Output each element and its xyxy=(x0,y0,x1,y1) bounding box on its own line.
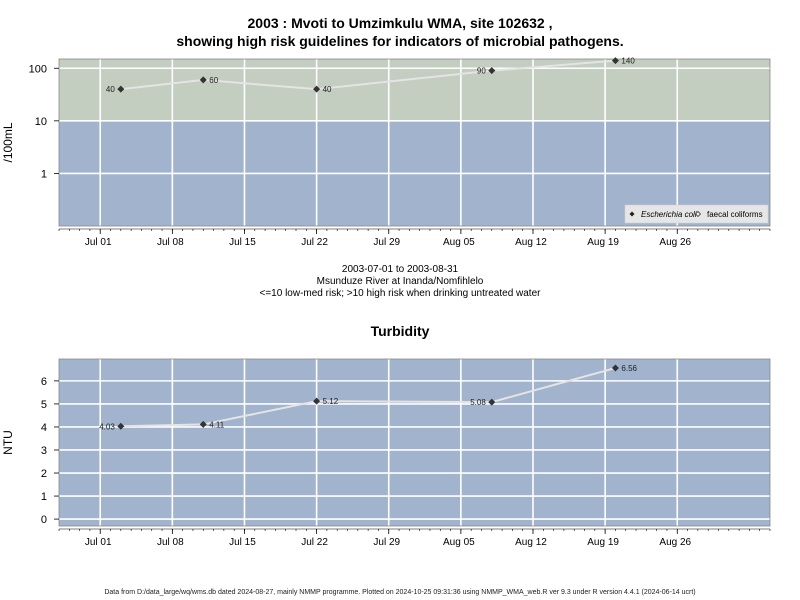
microbial-y-axis-title: /100mL xyxy=(1,122,15,162)
microbial-x-tick-label: Aug 26 xyxy=(659,237,691,248)
turbidity-data-label: 5.12 xyxy=(323,397,339,406)
turbidity-y-tick-label: 3 xyxy=(41,445,47,457)
turbidity-x-tick-label: Aug 19 xyxy=(587,537,619,548)
turbidity-y-tick-label: 5 xyxy=(41,399,47,411)
turbidity-y-tick-label: 2 xyxy=(41,468,47,480)
microbial-data-label: 60 xyxy=(209,76,218,85)
turbidity-y-tick-label: 6 xyxy=(41,376,47,388)
microbial-x-tick-label: Jul 22 xyxy=(301,237,328,248)
footer-note: Data from D:/data_large/wq/wms.db dated … xyxy=(104,589,696,596)
turbidity-data-point xyxy=(488,398,496,406)
legend-marker xyxy=(695,211,701,217)
turbidity-data-label: 4.11 xyxy=(209,420,225,429)
turbidity-data-point xyxy=(117,422,125,430)
microbial-data-point xyxy=(117,85,125,93)
turbidity-y-axis-title: NTU xyxy=(1,430,15,455)
turbidity-data-point xyxy=(611,364,619,372)
microbial-x-tick-label: Aug 19 xyxy=(587,237,619,248)
turbidity-plot-border xyxy=(58,358,771,527)
turbidity-x-tick-label: Aug 26 xyxy=(659,537,691,548)
turbidity-data-label: 6.56 xyxy=(621,364,637,373)
turbidity-data-point xyxy=(199,420,207,428)
microbial-y-tick-label: 10 xyxy=(35,116,47,128)
microbial-panel: 1 10 100 Jul 01 Jul 08 Jul 15 Jul 22 Jul 29 Aug … xyxy=(1,57,771,248)
microbial-data-label: 40 xyxy=(323,85,332,94)
microbial-legend-box xyxy=(624,204,769,224)
microbial-y-tick-label: 100 xyxy=(29,63,47,75)
turbidity-title: Turbidity xyxy=(370,323,430,339)
subtitle-site-name: Msunduze River at Inanda/Nomfihlelo xyxy=(316,276,484,287)
turbidity-y-tick-label: 4 xyxy=(41,422,47,434)
turbidity-panel: 0 1 2 3 4 5 6 Jul 01 Jul 08 Jul 15 Jul 22 Jul 29 Aug… xyxy=(1,358,771,548)
chart-title-line2: showing high risk guidelines for indicat… xyxy=(176,33,624,49)
microbial-data-label: 40 xyxy=(106,85,115,94)
microbial-data-point xyxy=(488,67,496,75)
microbial-x-tick-label: Jul 29 xyxy=(373,237,400,248)
microbial-x-tick-label: Jul 15 xyxy=(229,237,256,248)
turbidity-x-tick-label: Aug 12 xyxy=(515,537,547,548)
turbidity-x-tick-label: Jul 01 xyxy=(85,537,112,548)
turbidity-data-label: 5.08 xyxy=(470,398,486,407)
microbial-x-tick-label: Aug 05 xyxy=(443,237,475,248)
turbidity-x-tick-label: Jul 22 xyxy=(301,537,328,548)
turbidity-y-tick-label: 1 xyxy=(41,491,47,503)
legend-marker xyxy=(629,211,635,217)
legend-label: Escherichia coli xyxy=(641,210,697,219)
turbidity-x-tick-label: Jul 29 xyxy=(373,537,400,548)
microbial-data-point xyxy=(313,85,321,93)
microbial-x-tick-label: Jul 08 xyxy=(157,237,184,248)
chart-title-line1: 2003 : Mvoti to Umzimkulu WMA, site 1026… xyxy=(247,15,553,31)
turbidity-plot-background xyxy=(59,359,770,526)
microbial-x-tick-label: Aug 12 xyxy=(515,237,547,248)
legend-label: faecal coliforms xyxy=(707,210,763,219)
turbidity-x-tick-label: Jul 15 xyxy=(229,537,256,548)
subtitle-risk-note: <=10 low-med risk; >10 high risk when dr… xyxy=(259,288,541,299)
microbial-data-label: 90 xyxy=(477,67,486,76)
turbidity-data-point xyxy=(313,397,321,405)
microbial-x-tick-label: Jul 01 xyxy=(85,237,112,248)
turbidity-y-tick-label: 0 xyxy=(41,514,47,526)
microbial-high-risk-band xyxy=(59,59,770,121)
microbial-y-tick-label: 1 xyxy=(41,168,47,180)
microbial-data-label: 140 xyxy=(621,57,635,66)
microbial-data-point xyxy=(199,76,207,84)
turbidity-x-tick-label: Aug 05 xyxy=(443,537,475,548)
subtitle-date-range: 2003-07-01 to 2003-08-31 xyxy=(341,264,459,275)
turbidity-x-tick-label: Jul 08 xyxy=(157,537,184,548)
microbial-plot-border xyxy=(58,58,771,227)
microbial-data-point xyxy=(611,57,619,65)
turbidity-data-label: 4.03 xyxy=(99,422,115,431)
